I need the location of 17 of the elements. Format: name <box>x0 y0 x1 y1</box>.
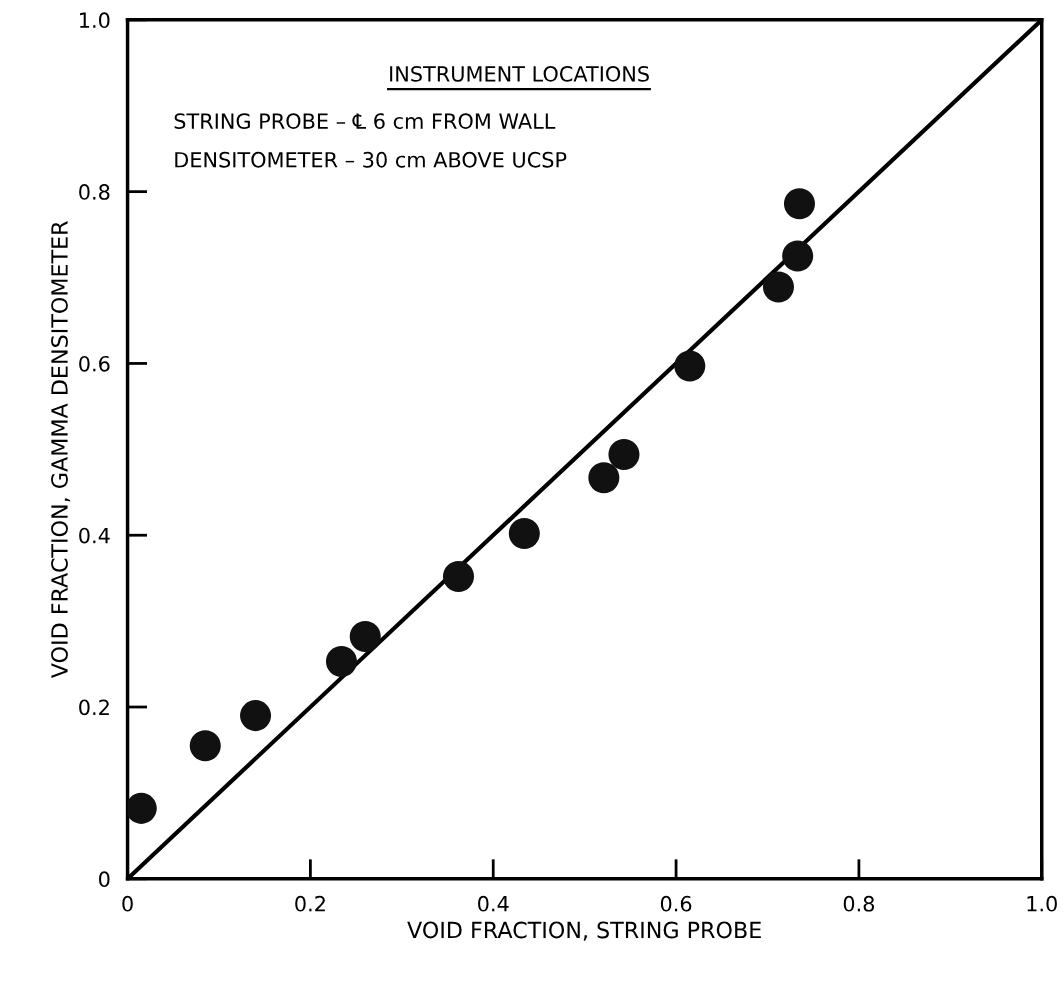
y-tick-label: 0.4 <box>79 527 110 544</box>
y-axis-title: VOID FRACTION, GAMMA DENSITOMETER <box>51 221 71 679</box>
x-tick-label: 0.4 <box>478 895 509 912</box>
annotation: STRING PROBE – ℄ 6 cm FROM WALL <box>174 113 556 129</box>
x-tick-label: 0 <box>122 895 133 912</box>
annotation: DENSITOMETER – 30 cm ABOVE UCSP <box>175 151 567 168</box>
x-tick-label: 0.6 <box>660 895 692 912</box>
y-tick-label: 0.2 <box>79 699 109 716</box>
x-axis-title: VOID FRACTION, STRING PROBE <box>407 921 761 941</box>
y-tick-label: 0.8 <box>79 184 110 200</box>
x-tick-label: 0.2 <box>295 895 325 912</box>
y-tick-label: 1.0 <box>80 12 110 29</box>
y-tick-label: 0.6 <box>79 355 110 372</box>
annotation: INSTRUMENT LOCATIONS <box>390 65 649 82</box>
x-tick-label: 1.0 <box>1027 895 1057 912</box>
y-tick-label: 0 <box>99 871 110 888</box>
x-tick-label: 0.8 <box>843 895 875 912</box>
